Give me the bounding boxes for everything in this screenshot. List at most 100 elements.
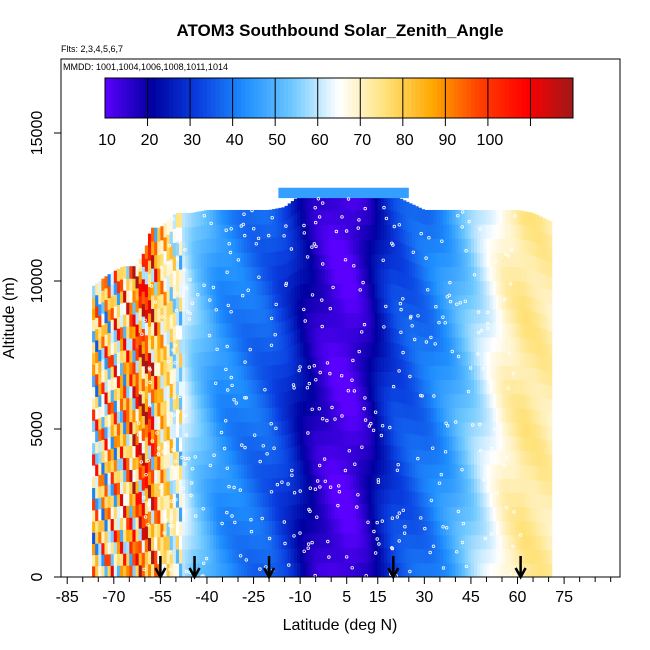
heat-cell — [116, 375, 121, 388]
heat-cell — [352, 342, 357, 358]
heat-cell — [489, 421, 494, 437]
heat-cell — [405, 360, 410, 376]
colorbar-segment — [398, 78, 404, 118]
heat-cell — [179, 422, 183, 438]
data-point-marker — [140, 332, 144, 336]
heat-cell — [362, 430, 366, 446]
heat-cell — [470, 280, 475, 296]
heat-cell — [222, 407, 227, 423]
heat-cell — [331, 371, 335, 387]
heat-cell — [433, 506, 438, 522]
heat-cell — [182, 296, 186, 312]
heat-cell — [536, 340, 540, 355]
heat-cell — [390, 400, 394, 417]
heat-cell — [95, 497, 99, 510]
heat-cell — [387, 400, 391, 417]
heat-cell — [290, 446, 295, 462]
heat-cell — [498, 337, 503, 352]
heat-cell — [132, 409, 137, 423]
heat-cell — [365, 459, 370, 475]
heat-cell — [272, 463, 276, 479]
data-point-marker — [472, 273, 477, 277]
heat-cell — [349, 562, 354, 577]
heat-cell — [234, 351, 239, 366]
data-point-marker — [173, 459, 178, 464]
heat-cell — [383, 283, 388, 299]
heat-cell — [365, 253, 370, 270]
heat-cell — [135, 275, 140, 289]
heat-cell — [104, 438, 109, 451]
heat-cell — [405, 389, 410, 405]
data-point-marker — [477, 330, 481, 335]
heat-cell — [197, 337, 202, 353]
heat-cell — [203, 266, 208, 282]
heat-cell — [517, 464, 522, 479]
heat-cell — [141, 514, 146, 528]
heat-cell — [477, 421, 481, 437]
heat-cell — [169, 341, 174, 357]
heat-cell — [228, 252, 233, 268]
heat-cell — [548, 508, 553, 523]
heat-cell — [147, 273, 152, 288]
heat-cell — [383, 415, 388, 431]
heat-cell — [536, 521, 540, 536]
heat-cell — [492, 379, 497, 395]
heat-cell — [144, 538, 149, 553]
heat-cell — [474, 224, 478, 239]
heat-cell — [315, 253, 320, 270]
heat-cell — [430, 294, 435, 310]
heat-cell — [374, 327, 379, 343]
heat-cell — [309, 474, 314, 490]
heat-cell — [247, 280, 252, 296]
heat-cell — [328, 459, 332, 475]
heat-cell — [309, 518, 314, 534]
colorbar-segment — [373, 78, 378, 118]
heat-cell — [390, 268, 394, 284]
colorbar-segment — [317, 78, 323, 118]
heat-cell — [483, 238, 488, 253]
heat-cell — [269, 520, 273, 536]
heat-cell — [352, 253, 357, 270]
heat-cell — [402, 359, 407, 375]
data-point-marker — [445, 526, 449, 530]
heat-cell — [477, 209, 481, 225]
heat-cell — [346, 356, 351, 372]
heat-cell — [265, 393, 270, 409]
heat-cell — [474, 478, 478, 493]
heat-cell — [458, 562, 463, 577]
heat-cell — [328, 195, 332, 211]
heat-cell — [492, 421, 497, 437]
heat-cell — [387, 356, 391, 372]
heat-cell — [185, 296, 189, 312]
heat-cell — [120, 302, 124, 316]
heat-cell — [185, 408, 189, 424]
heat-cell — [219, 562, 224, 577]
heat-cell — [244, 534, 248, 550]
heat-cell — [526, 324, 531, 339]
heat-cell — [508, 209, 512, 225]
data-point-marker — [236, 258, 241, 262]
heat-cell — [188, 394, 193, 410]
heat-cell — [179, 324, 183, 340]
heat-cell — [539, 563, 543, 577]
heat-cell — [191, 240, 196, 256]
heat-cell — [331, 283, 335, 299]
heat-cell — [529, 282, 534, 298]
heat-cell — [287, 318, 292, 334]
heat-cell — [328, 239, 332, 255]
heat-cell — [421, 209, 425, 224]
heat-cell — [536, 507, 540, 522]
heat-cell — [259, 435, 264, 451]
heat-cell — [452, 365, 457, 380]
heat-cell — [539, 424, 543, 439]
heat-cell — [359, 224, 363, 240]
heat-cell — [402, 316, 407, 332]
heat-cell — [132, 302, 137, 315]
heat-cell — [284, 248, 289, 264]
heat-cell — [92, 364, 96, 376]
heat-cell — [520, 267, 525, 282]
heat-cell — [511, 308, 516, 324]
data-point-marker — [363, 418, 368, 422]
heat-cell — [287, 246, 292, 262]
heat-cell — [231, 365, 236, 380]
